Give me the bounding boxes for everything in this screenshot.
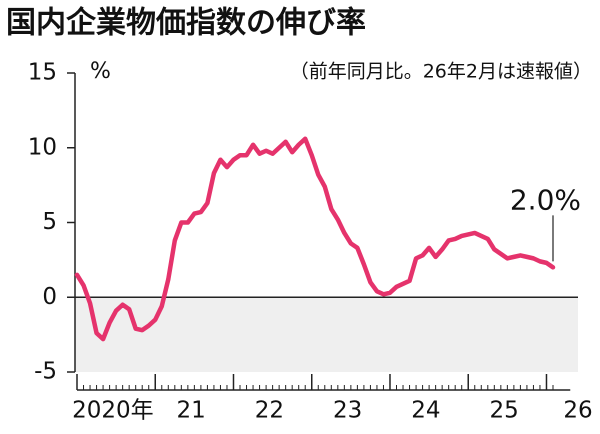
x-tick-label: 22 bbox=[255, 398, 284, 424]
x-tick-label: 23 bbox=[333, 398, 362, 424]
x-tick-label: 2020年 bbox=[72, 398, 154, 424]
y-tick-label: 10 bbox=[28, 134, 57, 160]
y-tick-label: -5 bbox=[34, 359, 57, 385]
x-tick-label: 21 bbox=[176, 398, 205, 424]
data-line bbox=[74, 136, 556, 342]
x-tick-label: 26 bbox=[563, 398, 592, 424]
negative-area bbox=[75, 297, 578, 372]
x-tick-label: 24 bbox=[411, 398, 440, 424]
x-tick-label: 25 bbox=[489, 398, 518, 424]
value-label: 2.0% bbox=[510, 183, 581, 216]
chart-subtitle: （前年同月比。26年2月は速報値） bbox=[290, 61, 592, 83]
y-tick-label: 15 bbox=[28, 60, 57, 86]
y-unit: % bbox=[90, 59, 111, 84]
y-tick-label: 0 bbox=[42, 284, 57, 310]
y-tick-label: 5 bbox=[42, 209, 57, 235]
chart-title: 国内企業物価指数の伸び率 bbox=[6, 6, 366, 41]
